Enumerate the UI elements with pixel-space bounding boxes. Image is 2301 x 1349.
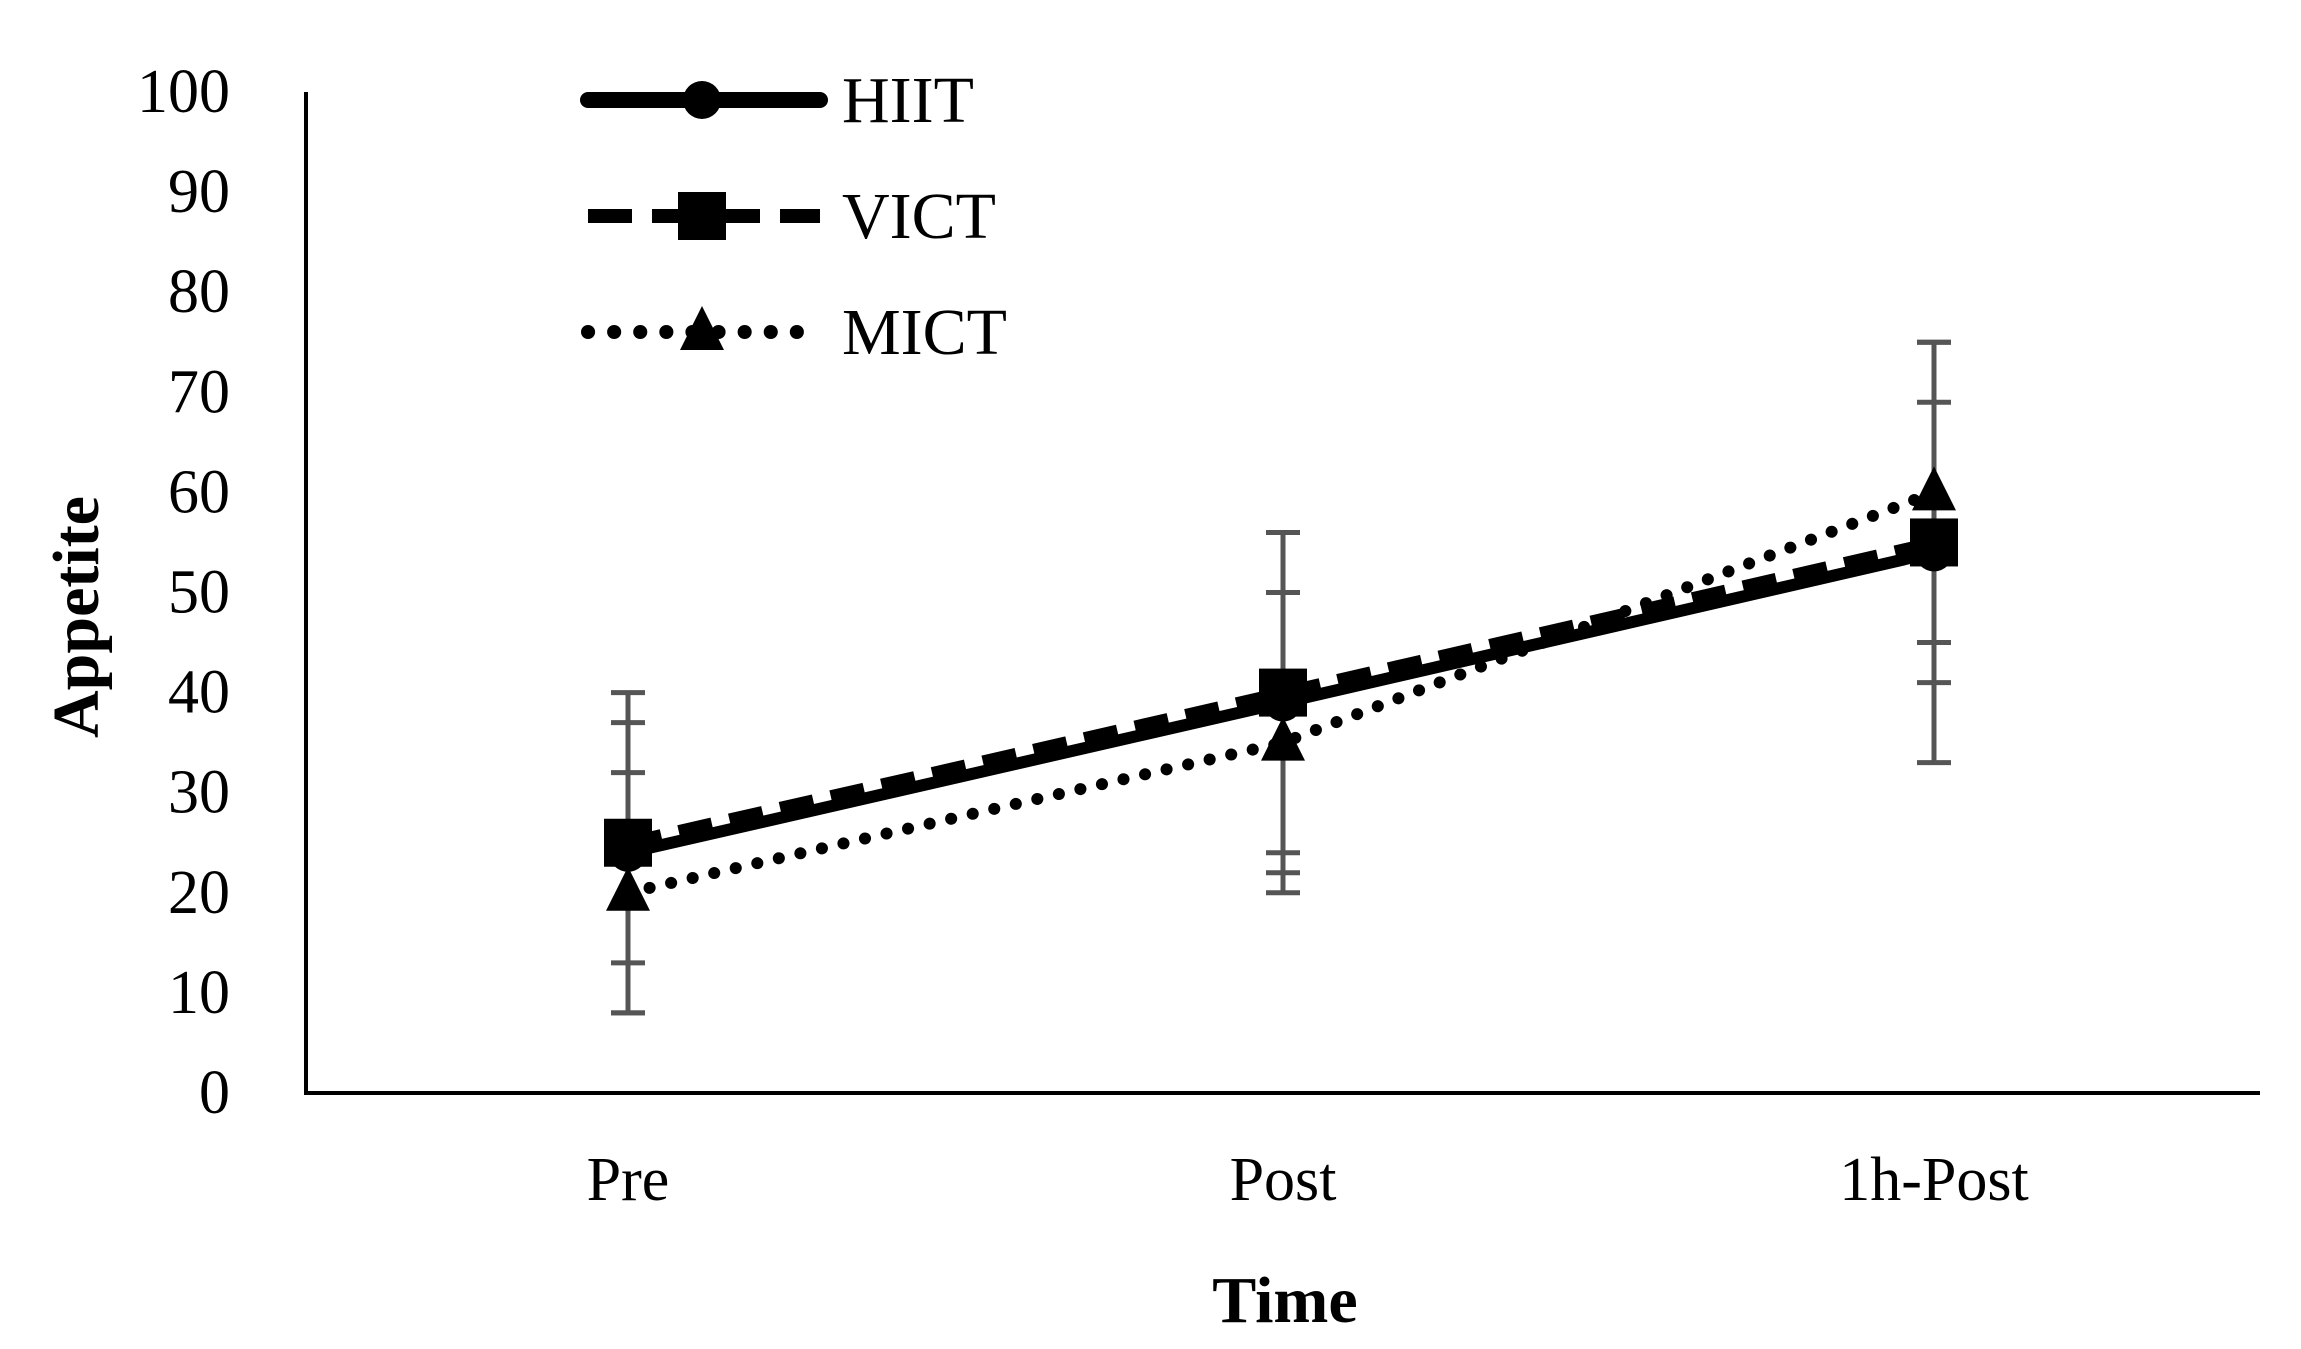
y-tick-label: 50 xyxy=(168,559,230,627)
y-tick-label: 40 xyxy=(168,659,230,727)
point-vict xyxy=(1259,668,1307,717)
y-tick-label: 30 xyxy=(168,759,230,827)
legend-marker-hiit xyxy=(683,81,721,119)
y-tick-label: 10 xyxy=(168,959,230,1027)
legend: HIIT VICT MICT xyxy=(580,64,1007,369)
y-axis-title: Appetite xyxy=(40,496,113,738)
y-tick-label: 20 xyxy=(168,859,230,927)
point-mict xyxy=(606,866,650,911)
legend-marker-mict xyxy=(680,306,724,350)
y-axis-ticks: 0 10 20 30 40 50 60 70 80 90 100 xyxy=(137,58,230,1127)
y-tick-label: 60 xyxy=(168,458,230,526)
point-vict xyxy=(604,818,652,867)
x-tick-label: Pre xyxy=(587,1146,670,1214)
legend-marker-vict xyxy=(678,192,726,240)
point-vict xyxy=(1910,518,1958,567)
series-line-mict xyxy=(622,486,1940,899)
y-tick-label: 100 xyxy=(137,58,230,126)
axes xyxy=(304,92,2260,1095)
x-axis-title: Time xyxy=(1212,1264,1357,1337)
legend-label-vict: VICT xyxy=(842,180,996,253)
x-tick-label: Post xyxy=(1230,1146,1337,1214)
y-tick-label: 90 xyxy=(168,158,230,226)
series-markers xyxy=(604,466,1958,911)
point-mict xyxy=(1912,466,1956,511)
y-tick-label: 80 xyxy=(168,258,230,326)
series-line-vict xyxy=(626,536,1936,849)
point-mict xyxy=(1261,716,1305,761)
y-tick-label: 0 xyxy=(199,1059,230,1127)
legend-label-mict: MICT xyxy=(842,296,1007,369)
legend-label-hiit: HIIT xyxy=(842,64,974,137)
y-tick-label: 70 xyxy=(168,358,230,426)
x-tick-label: 1h-Post xyxy=(1839,1146,2028,1214)
x-axis-ticks: Pre Post 1h-Post xyxy=(587,1146,2029,1214)
